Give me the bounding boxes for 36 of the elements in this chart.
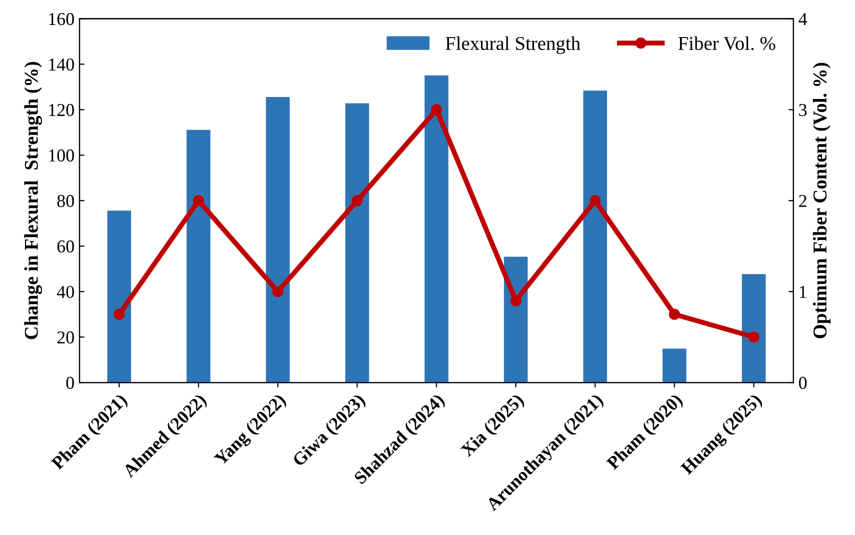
bar <box>266 96 290 383</box>
point <box>114 308 125 320</box>
y-tick-label: 160 <box>49 12 74 26</box>
legend-label: Fiber Vol. % <box>678 36 776 50</box>
y2-tick-label: 1 <box>800 286 806 298</box>
y-tick-label: 60 <box>57 240 74 253</box>
point <box>192 195 204 206</box>
bar <box>107 210 132 383</box>
point <box>590 195 601 206</box>
y2-axis-title: Optimum Fiber Content (Vol. %) <box>812 62 831 338</box>
point <box>748 331 760 343</box>
y2-tick-label: 0 <box>798 376 807 389</box>
y-tick-label: 140 <box>49 58 74 71</box>
bar <box>742 274 766 383</box>
bar <box>583 90 608 383</box>
y-tick-label: 0 <box>66 376 74 389</box>
bar <box>424 75 448 383</box>
point <box>352 195 363 206</box>
point <box>510 295 522 306</box>
legend-label: Flexural Strength <box>446 36 580 54</box>
y-tick-label: 100 <box>49 149 74 162</box>
point <box>430 104 442 116</box>
y-tick-label: 40 <box>56 286 74 298</box>
point <box>668 308 680 320</box>
bar <box>504 256 528 383</box>
y2-tick-label: 2 <box>799 194 806 207</box>
y-tick-label: 80 <box>57 194 74 208</box>
y-tick-label: 120 <box>49 104 74 116</box>
y-tick-label: 20 <box>57 331 74 344</box>
y2-tick-label: 3 <box>799 104 807 116</box>
y2-tick-label: 4 <box>798 13 808 25</box>
bar <box>186 130 210 383</box>
point <box>272 286 284 298</box>
y-axis-title: Change in Flexural Strength (%) <box>24 62 42 340</box>
bar <box>662 348 686 383</box>
bar <box>345 103 370 383</box>
